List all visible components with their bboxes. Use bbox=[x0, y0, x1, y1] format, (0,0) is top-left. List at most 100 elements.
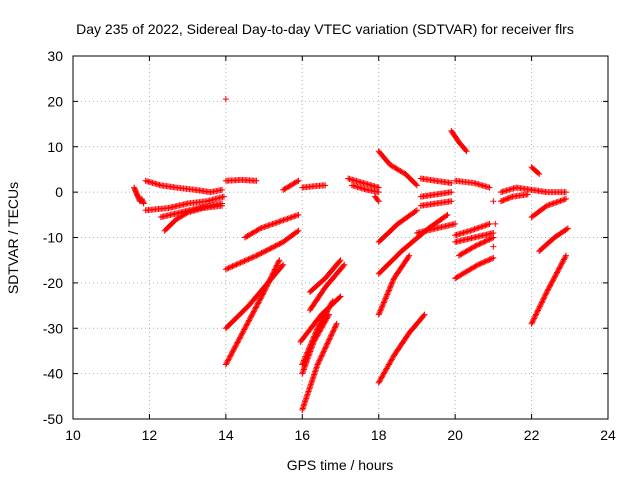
data-point bbox=[534, 307, 541, 314]
data-point bbox=[242, 257, 249, 264]
data-point bbox=[383, 292, 390, 299]
data-point bbox=[219, 202, 226, 209]
data-point bbox=[405, 253, 412, 260]
data-point bbox=[389, 278, 396, 285]
data-point bbox=[387, 283, 394, 290]
data-point bbox=[501, 196, 508, 203]
data-point bbox=[536, 170, 543, 177]
data-point bbox=[219, 186, 226, 193]
data-point bbox=[532, 312, 539, 319]
data-point bbox=[553, 270, 560, 277]
data-point bbox=[536, 304, 543, 311]
data-point bbox=[295, 227, 302, 234]
data-point bbox=[481, 258, 488, 265]
data-point bbox=[477, 260, 484, 267]
data-point bbox=[331, 325, 338, 332]
series-arc-18 bbox=[306, 261, 348, 314]
data-point bbox=[234, 260, 241, 267]
data-point bbox=[443, 212, 450, 219]
data-point bbox=[482, 238, 489, 245]
data-point bbox=[331, 324, 338, 331]
data-point bbox=[384, 290, 391, 297]
series-arc-16 bbox=[299, 320, 340, 413]
data-point bbox=[538, 299, 545, 306]
data-point bbox=[264, 281, 271, 288]
series-arc-42 bbox=[528, 252, 569, 327]
data-point bbox=[250, 253, 257, 260]
data-point bbox=[295, 211, 302, 218]
data-point bbox=[380, 371, 387, 378]
data-point bbox=[377, 375, 384, 382]
data-point bbox=[237, 334, 244, 341]
data-point bbox=[314, 361, 321, 368]
data-point bbox=[322, 182, 329, 189]
data-point bbox=[232, 262, 239, 269]
data-point bbox=[498, 198, 504, 205]
data-point bbox=[273, 263, 280, 270]
data-point bbox=[557, 263, 564, 270]
data-point bbox=[326, 303, 333, 310]
data-point bbox=[333, 322, 340, 329]
data-point bbox=[247, 314, 254, 321]
data-point bbox=[329, 299, 336, 306]
data-point bbox=[377, 307, 384, 314]
series-arc-26 bbox=[375, 311, 428, 386]
data-point bbox=[379, 303, 386, 310]
data-point bbox=[499, 197, 506, 204]
data-point bbox=[225, 356, 232, 363]
data-point bbox=[541, 294, 548, 301]
data-point bbox=[266, 277, 273, 284]
data-point bbox=[385, 361, 392, 368]
data-point bbox=[563, 226, 570, 233]
data-point bbox=[235, 338, 242, 345]
data-point bbox=[473, 262, 480, 269]
data-point bbox=[315, 329, 322, 336]
data-point bbox=[233, 261, 240, 268]
data-point bbox=[322, 344, 329, 351]
data-point bbox=[379, 373, 386, 380]
data-point bbox=[321, 319, 328, 326]
data-point bbox=[476, 261, 483, 268]
series-arc-03 bbox=[142, 193, 227, 214]
series-arc-25 bbox=[375, 252, 413, 318]
data-point bbox=[413, 182, 420, 189]
data-point bbox=[487, 235, 494, 242]
data-point bbox=[336, 294, 343, 301]
data-point bbox=[265, 279, 272, 286]
data-point bbox=[325, 337, 332, 344]
data-point bbox=[312, 336, 319, 343]
data-point bbox=[555, 266, 562, 273]
data-point bbox=[224, 358, 231, 365]
data-point bbox=[246, 317, 253, 324]
data-point bbox=[547, 282, 554, 289]
data-point bbox=[560, 256, 567, 263]
series-arc-23 bbox=[375, 207, 420, 246]
data-point bbox=[381, 369, 388, 376]
data-point bbox=[262, 284, 269, 291]
grid bbox=[73, 56, 608, 419]
data-point bbox=[260, 290, 267, 297]
data-point bbox=[551, 274, 558, 281]
data-point bbox=[246, 316, 253, 323]
y-tick-label: 0 bbox=[55, 184, 63, 200]
data-point bbox=[253, 177, 260, 184]
data-point bbox=[421, 311, 428, 318]
data-point bbox=[249, 310, 256, 317]
data-point bbox=[386, 286, 393, 293]
data-point bbox=[448, 180, 455, 187]
data-point bbox=[561, 255, 568, 262]
data-point bbox=[383, 365, 390, 372]
data-point bbox=[375, 311, 382, 318]
axis-ticks: 10 12 14 16 18 20 22 24 -50 -40 -30 -20 -10 0 10 20 30 bbox=[43, 48, 616, 443]
data-point bbox=[323, 343, 330, 350]
data-point bbox=[448, 198, 455, 205]
data-point bbox=[524, 191, 531, 198]
data-point bbox=[324, 340, 331, 347]
data-point bbox=[222, 361, 229, 368]
data-point bbox=[562, 253, 569, 260]
data-point bbox=[229, 348, 236, 355]
data-point bbox=[544, 287, 551, 294]
data-point bbox=[324, 307, 331, 314]
data-point bbox=[261, 248, 268, 255]
data-point bbox=[375, 379, 382, 386]
